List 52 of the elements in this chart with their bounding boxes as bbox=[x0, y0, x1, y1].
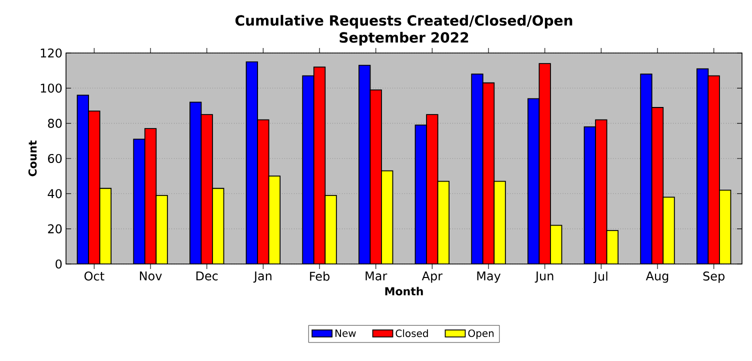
y-tick-label: 0 bbox=[56, 259, 62, 269]
bar bbox=[538, 63, 551, 264]
x-tick-label: Jul bbox=[593, 272, 608, 284]
y-tick-label: 40 bbox=[48, 189, 62, 198]
x-axis-title: Month bbox=[385, 286, 423, 296]
bar bbox=[550, 224, 562, 264]
bar bbox=[200, 114, 213, 264]
x-tick-label: Oct bbox=[84, 272, 104, 281]
x-tick-label: May bbox=[477, 272, 501, 283]
bar bbox=[426, 114, 438, 264]
bar bbox=[414, 124, 427, 264]
chart-title: Cumulative Requests Created/Closed/Open September 2022 bbox=[235, 14, 572, 46]
bar bbox=[133, 138, 146, 264]
bar bbox=[381, 170, 394, 264]
bar bbox=[88, 110, 100, 264]
y-tick-label: 60 bbox=[48, 154, 62, 164]
bar bbox=[324, 194, 337, 264]
bar bbox=[596, 120, 607, 264]
legend-label: Closed bbox=[396, 329, 428, 338]
bar bbox=[76, 94, 89, 264]
x-tick-label: Nov bbox=[140, 272, 162, 280]
bar bbox=[212, 188, 224, 264]
x-tick-label: Mar bbox=[366, 272, 388, 280]
x-tick-label: Apr bbox=[422, 272, 443, 283]
x-tick-label: Jun bbox=[534, 272, 554, 283]
bar bbox=[189, 102, 202, 264]
bar bbox=[156, 194, 168, 264]
x-tick-label: Dec bbox=[196, 272, 218, 280]
bar bbox=[662, 196, 675, 264]
bar bbox=[246, 61, 258, 264]
bar bbox=[606, 230, 618, 264]
legend-label: New bbox=[335, 330, 356, 337]
x-tick-label: Feb bbox=[310, 272, 330, 281]
bar bbox=[640, 74, 652, 264]
bar bbox=[302, 75, 314, 264]
bar bbox=[471, 74, 484, 264]
x-tick-label: Sep bbox=[703, 272, 724, 283]
bar bbox=[257, 119, 270, 264]
y-tick-label: 20 bbox=[48, 224, 62, 234]
legend-label: Open bbox=[468, 329, 494, 339]
y-axis-title: Count bbox=[28, 140, 37, 176]
x-tick-label: Aug bbox=[646, 272, 668, 283]
bar bbox=[708, 75, 720, 264]
bar bbox=[584, 126, 596, 264]
bar bbox=[494, 180, 506, 264]
y-tick-label: 120 bbox=[40, 48, 62, 58]
bar bbox=[719, 190, 732, 264]
y-tick-label: 80 bbox=[48, 118, 62, 128]
bar bbox=[370, 89, 382, 264]
x-tick-label: Jan bbox=[253, 272, 272, 283]
bar bbox=[358, 64, 371, 264]
y-tick-label: 100 bbox=[40, 84, 62, 93]
